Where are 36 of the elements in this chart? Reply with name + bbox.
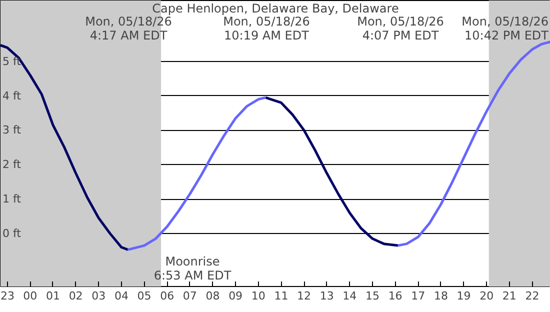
x-tick-label: 09: [228, 290, 243, 302]
x-tick-label: 06: [160, 290, 174, 302]
x-tick-label: 12: [297, 290, 312, 302]
x-tick-label: 07: [182, 290, 197, 302]
chart-title: Cape Henlopen, Delaware Bay, Delaware: [152, 2, 399, 16]
x-tick-label: 17: [411, 290, 426, 302]
x-tick-label: 16: [388, 290, 402, 302]
x-tick-label: 22: [525, 290, 540, 302]
y-tick-label: 0 ft: [2, 227, 22, 240]
x-tick-label: 20: [480, 290, 494, 302]
y-tick-label: 2 ft: [2, 158, 22, 172]
x-tick-label: 11: [274, 290, 288, 302]
y-tick-label: 1 ft: [2, 192, 22, 206]
x-tick-label: 01: [46, 290, 60, 302]
annotation: Mon, 05/18/26 4:17 AM EDT: [85, 14, 172, 42]
x-tick-label: 03: [92, 290, 106, 302]
y-tick-label: 3 ft: [2, 124, 22, 137]
x-tick-label: 23: [0, 290, 14, 302]
x-tick-label: 19: [456, 290, 471, 302]
annotation: Moonrise 6:53 AM EDT: [154, 254, 232, 282]
x-tick-label: 02: [68, 290, 83, 302]
y-tick-label: 4 ft: [2, 89, 22, 102]
annotation: Mon, 05/18/26 10:19 AM EDT: [223, 14, 310, 42]
x-tick-label: 14: [342, 290, 357, 302]
x-tick-label: 00: [23, 290, 38, 302]
x-tick-label: 08: [206, 290, 220, 302]
y-tick-label: 5 ft: [2, 54, 22, 68]
x-tick-label: 10: [251, 290, 266, 302]
annotation: Mon, 05/18/26 10:42 PM EDT: [462, 14, 550, 42]
x-tick-label: 13: [320, 290, 334, 302]
x-tick-label: 04: [114, 290, 128, 302]
annotation: Mon, 05/18/26 4:07 PM EDT: [357, 14, 444, 42]
x-tick-label: 05: [137, 290, 152, 302]
x-tick-label: 21: [502, 290, 516, 302]
x-tick-label: 18: [434, 290, 448, 302]
x-tick-label: 15: [365, 290, 380, 302]
